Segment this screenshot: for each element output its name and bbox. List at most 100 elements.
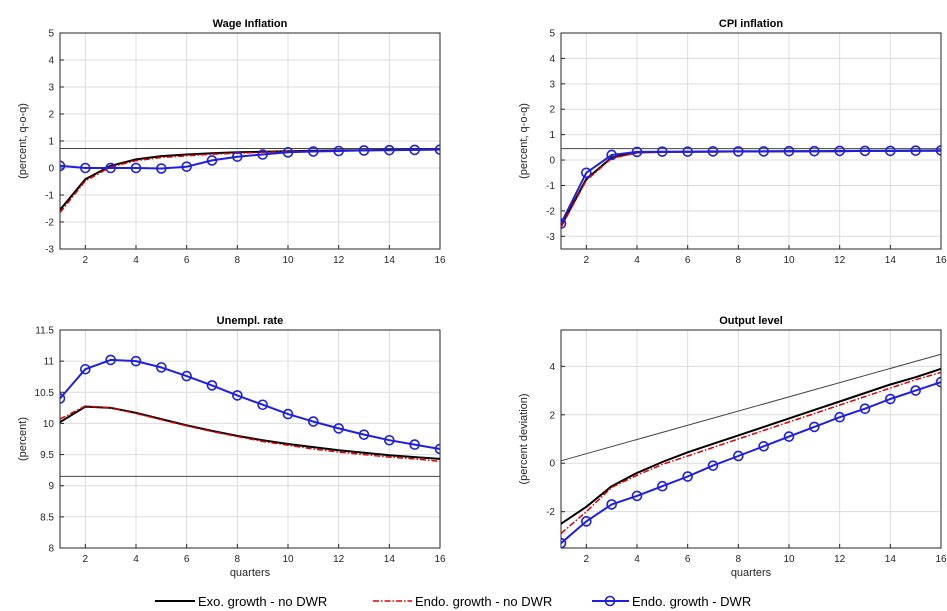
- series-point-endo-dwr: [206, 155, 218, 166]
- legend: Exo. growth - no DWR Endo. growth - no D…: [155, 594, 751, 609]
- y-tick-label: 4: [549, 362, 555, 373]
- panel-title: CPI inflation: [719, 18, 783, 30]
- panel-2: 2 4 6 8 10 12 14 16 8 8.5 9 9.5 10 10.5 11 11.5 Unempl. …: [17, 315, 446, 565]
- series-group: [561, 367, 941, 548]
- x-tick-label: 8: [235, 554, 241, 565]
- y-axis-label: (percent, q-o-q): [518, 103, 530, 179]
- series-point-endo-dwr: [859, 145, 871, 157]
- series-point-endo-dwr: [910, 385, 921, 396]
- series-point-endo-dwr: [834, 145, 845, 157]
- y-tick-label: 0: [549, 459, 555, 470]
- x-tick-label: 4: [133, 255, 139, 266]
- x-tick-label: 12: [834, 554, 846, 565]
- series-line-exo: [561, 149, 941, 227]
- series-point-endo-dwr: [809, 421, 820, 433]
- series-group: [60, 144, 440, 214]
- series-point-endo-dwr: [409, 439, 420, 450]
- series-point-endo-dwr: [809, 145, 820, 157]
- series-point-endo-dwr: [935, 376, 941, 388]
- x-tick-label: 14: [885, 255, 897, 266]
- series-point-endo-dwr: [308, 416, 319, 427]
- series-point-endo-dwr: [60, 160, 66, 172]
- y-tick-label: 8.5: [40, 512, 54, 523]
- y-tick-label: 9: [48, 481, 54, 492]
- x-tick-label: 4: [133, 554, 139, 565]
- series-point-endo-dwr: [181, 370, 192, 382]
- series-line-exo: [60, 405, 440, 460]
- y-tick-label: 0: [48, 164, 54, 175]
- y-tick-label: -2: [45, 218, 54, 229]
- x-tick-label: 4: [634, 554, 640, 565]
- series-point-endo-dwr: [783, 431, 795, 442]
- legend-label-endo-growth-dwr: Endo. growth - DWR: [632, 594, 751, 609]
- series-point-endo-dwr: [358, 145, 370, 156]
- x-tick-label: 16: [935, 255, 947, 266]
- axes-box: [560, 32, 942, 250]
- y-tick-label: -2: [546, 206, 555, 217]
- series-point-endo-dwr: [885, 393, 896, 405]
- series-point-endo-dwr: [105, 354, 116, 366]
- series-line-endo-no-dwr: [561, 371, 941, 535]
- y-axis-label: (percent): [17, 417, 29, 461]
- series-point-endo-dwr: [384, 144, 395, 156]
- panel-title: Wage Inflation: [213, 18, 288, 30]
- series-point-endo-dwr: [232, 390, 243, 401]
- series-point-endo-dwr: [384, 434, 395, 446]
- legend-label-exo-growth-no-dwr: Exo. growth - no DWR: [198, 594, 327, 609]
- y-tick-label: 2: [549, 105, 555, 116]
- y-tick-label: 1: [48, 137, 54, 148]
- series-point-endo-dwr: [733, 146, 744, 157]
- series-point-endo-dwr: [758, 146, 769, 157]
- series-point-endo-dwr: [257, 149, 268, 160]
- series-point-endo-dwr: [434, 144, 440, 155]
- series-point-endo-dwr: [682, 146, 693, 157]
- y-tick-label: 3: [549, 79, 555, 90]
- series-point-endo-dwr: [181, 161, 192, 172]
- series-point-endo-dwr: [434, 443, 440, 455]
- series-point-endo-dwr: [631, 490, 643, 502]
- series-point-endo-dwr: [581, 516, 592, 527]
- series-group: [561, 145, 941, 229]
- series-point-endo-dwr: [333, 145, 344, 157]
- panel-title: Unempl. rate: [217, 315, 284, 327]
- x-tick-label: 16: [935, 554, 947, 565]
- x-tick-label: 16: [434, 255, 446, 266]
- y-tick-label: 9.5: [40, 450, 54, 461]
- y-tick-label: -1: [45, 191, 54, 202]
- series-point-endo-dwr: [783, 145, 795, 157]
- y-tick-label: 2: [549, 410, 555, 421]
- y-axis-label: (percent deviation): [518, 393, 530, 484]
- x-tick-label: 6: [685, 554, 691, 565]
- series-point-endo-dwr: [657, 146, 668, 157]
- panel-title: Output level: [719, 315, 783, 327]
- series-point-endo-dwr: [358, 429, 370, 440]
- x-axis-label: quarters: [230, 567, 271, 579]
- x-tick-label: 14: [384, 255, 396, 266]
- series-point-endo-dwr: [606, 499, 617, 510]
- x-tick-label: 12: [333, 255, 345, 266]
- series-point-endo-dwr: [657, 480, 668, 492]
- series-group: [60, 354, 440, 463]
- series-point-endo-dwr: [156, 163, 167, 174]
- reference-line: [560, 353, 942, 462]
- series-line-endo-no-dwr: [561, 149, 941, 228]
- y-tick-label: -3: [45, 245, 54, 256]
- axes-box: [59, 329, 441, 549]
- y-tick-label: 8: [48, 544, 54, 555]
- y-tick-label: 4: [549, 54, 555, 65]
- series-line-endo-no-dwr: [60, 405, 440, 463]
- series-line-endo-no-dwr: [60, 148, 440, 214]
- series-point-endo-dwr: [606, 149, 617, 161]
- series-point-endo-dwr: [80, 363, 91, 375]
- y-tick-label: -3: [546, 232, 555, 243]
- series-point-endo-dwr: [859, 403, 871, 415]
- series-point-endo-dwr: [130, 162, 142, 174]
- series-point-endo-dwr: [333, 423, 344, 434]
- y-tick-label: 5: [48, 29, 54, 40]
- series-point-endo-dwr: [282, 408, 294, 420]
- series-point-endo-dwr: [707, 460, 719, 471]
- y-tick-label: -1: [546, 181, 555, 192]
- y-tick-label: 10: [43, 419, 55, 430]
